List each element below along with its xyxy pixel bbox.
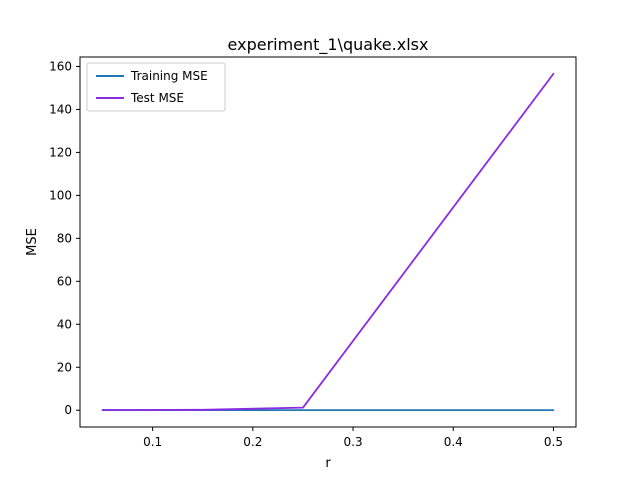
y-tick-label: 60 xyxy=(57,274,72,288)
y-axis-label: MSE xyxy=(25,228,40,256)
legend-label-test: Test MSE xyxy=(130,91,184,105)
test-mse-line xyxy=(101,72,555,411)
y-tick-label: 120 xyxy=(49,145,72,159)
x-tick-label: 0.3 xyxy=(344,435,363,449)
y-tick-label: 140 xyxy=(49,102,72,116)
y-tick-label: 100 xyxy=(49,188,72,202)
x-tick-label: 0.4 xyxy=(444,435,463,449)
chart-title-group: experiment_1\quake.xlsx xyxy=(228,35,429,55)
y-tick-label: 0 xyxy=(64,403,72,417)
x-tick-label: 0.1 xyxy=(143,435,162,449)
x-ticks-layer: 0.1 0.2 0.3 0.4 0.5 xyxy=(143,427,563,449)
axis-labels: r MSE xyxy=(25,228,331,471)
x-axis-label: r xyxy=(325,456,331,471)
plot-frame xyxy=(79,56,577,428)
y-ticks-layer: 0 20 40 60 80 100 120 140 160 xyxy=(49,59,80,417)
plot-area: 0.1 0.2 0.3 0.4 0.5 0 20 40 60 80 100 120 140 160 xyxy=(49,56,577,449)
chart-title: experiment_1\quake.xlsx xyxy=(228,35,429,55)
legend: Training MSE Test MSE xyxy=(86,62,226,112)
y-tick-label: 40 xyxy=(57,317,72,331)
legend-label-training: Training MSE xyxy=(130,69,208,83)
y-tick-label: 80 xyxy=(57,231,72,245)
series-layer xyxy=(101,72,555,412)
x-tick-label: 0.5 xyxy=(544,435,563,449)
x-tick-label: 0.2 xyxy=(243,435,262,449)
y-tick-label: 160 xyxy=(49,59,72,73)
y-tick-label: 20 xyxy=(57,360,72,374)
